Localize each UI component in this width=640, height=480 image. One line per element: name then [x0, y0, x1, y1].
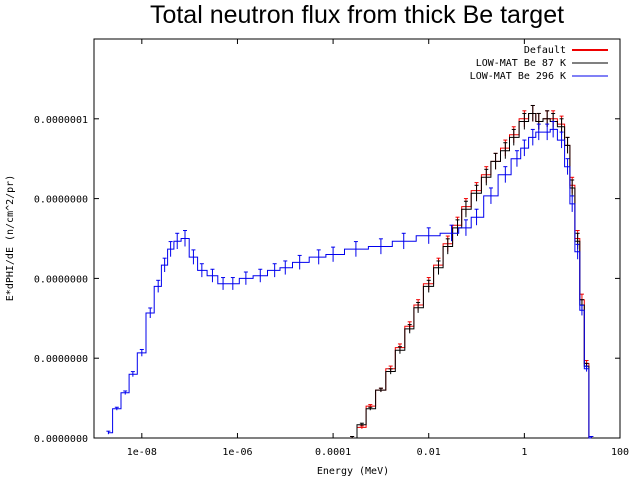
- y-tick-label: 0.0000001: [34, 115, 88, 126]
- series-line-1: [352, 113, 592, 439]
- legend: Default LOW-MAT Be 87 K LOW-MAT Be 296 K: [470, 45, 608, 82]
- plot-frame: [93, 38, 621, 439]
- y-tick-label: 0.0000000: [34, 195, 88, 206]
- y-tick-label: 0.0000000: [34, 274, 88, 285]
- y-tick-label: 0.0000000: [34, 434, 88, 445]
- legend-label-2: LOW-MAT Be 296 K: [470, 71, 566, 82]
- x-tick-label: 1: [521, 447, 527, 458]
- legend-label-1: LOW-MAT Be 87 K: [476, 58, 566, 69]
- x-tick-label: 100: [611, 447, 629, 458]
- series-line-0: [352, 113, 592, 439]
- y-axis-label: E*dPHI/dE (n/cm^2/pr): [5, 175, 16, 301]
- tick-group: 1e-08 1e-06 0.0001 0.01 1 100 0.0000000 0.00000…: [34, 39, 629, 458]
- x-tick-label: 0.0001: [315, 447, 351, 458]
- x-tick-label: 0.01: [417, 447, 441, 458]
- series-group: [106, 104, 594, 439]
- series-line-2: [108, 128, 592, 439]
- x-axis-label: Energy (MeV): [317, 466, 389, 477]
- legend-label-0: Default: [524, 45, 566, 56]
- chart-title: Total neutron flux from thick Be target: [149, 1, 565, 29]
- y-tick-label: 0.0000000: [34, 354, 88, 365]
- x-tick-label: 1e-08: [127, 447, 157, 458]
- x-tick-label: 1e-06: [222, 447, 252, 458]
